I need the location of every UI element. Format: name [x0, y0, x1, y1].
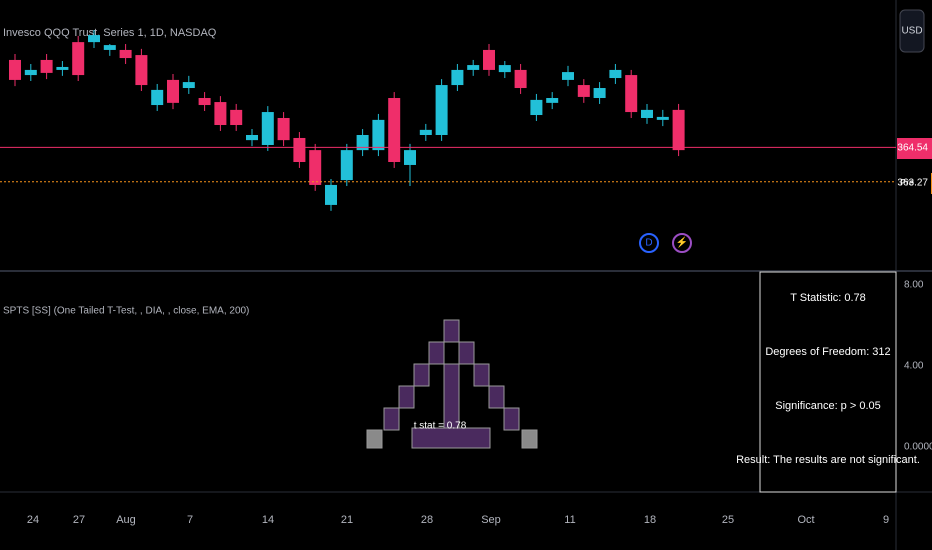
- cell: [503, 407, 520, 431]
- earnings-icon[interactable]: [672, 233, 692, 253]
- cell: [521, 429, 538, 449]
- currency: USD: [901, 26, 922, 37]
- dividend-glyph: D: [645, 238, 652, 249]
- candle-body: [388, 98, 401, 162]
- earnings-glyph: ⚡: [676, 236, 688, 249]
- candle-body: [277, 117, 290, 141]
- t-label: t stat = 0.78: [414, 421, 467, 432]
- stats-box: [759, 271, 897, 493]
- bar: [411, 427, 491, 449]
- cell: [413, 363, 430, 387]
- price-tag-label: 363.27: [897, 178, 928, 189]
- cell: [488, 385, 505, 409]
- pyramid: [366, 319, 538, 449]
- candle-body: [562, 72, 574, 80]
- cell: [398, 385, 415, 409]
- candle-body: [451, 69, 464, 86]
- candle-body: [514, 69, 527, 89]
- candle-body: [467, 65, 480, 70]
- price-tag: [897, 138, 932, 159]
- indicator-title: SPTS [SS] (One Tailed T-Test, , DIA, , c…: [3, 306, 249, 317]
- price-tag-label: 364.54: [897, 143, 928, 154]
- candle-body: [672, 109, 685, 151]
- cell: [383, 407, 400, 431]
- candle-body: [167, 79, 179, 103]
- candle-body: [609, 69, 622, 79]
- x-tick-label: 25: [722, 514, 734, 526]
- candle-body: [530, 99, 543, 116]
- x-tick-label: 18: [644, 514, 656, 526]
- candle-body: [103, 45, 116, 50]
- candle-body: [40, 59, 53, 73]
- candle-body: [372, 119, 385, 151]
- cell: [458, 341, 475, 365]
- candle-body: [151, 89, 164, 106]
- x-tick-label: 24: [27, 514, 39, 526]
- dividend-icon[interactable]: [639, 233, 659, 253]
- cell: [443, 319, 460, 343]
- candle-body: [577, 85, 590, 97]
- candle-body: [9, 59, 21, 80]
- pre-tag: Pre: [900, 177, 914, 187]
- x-tick-label: 9: [883, 514, 889, 526]
- candle-body: [404, 150, 416, 165]
- currency-button[interactable]: [899, 9, 925, 53]
- cell: [443, 363, 460, 429]
- x-tick-label: Sep: [481, 514, 501, 526]
- indicator-tick-label: 8.00: [904, 280, 924, 291]
- cell: [366, 429, 383, 449]
- candle-body: [546, 98, 559, 103]
- x-tick-label: 11: [564, 514, 575, 526]
- stat-line: Result: The results are not significant.: [736, 454, 920, 466]
- x-tick-label: Aug: [116, 514, 136, 526]
- candle-body: [498, 65, 511, 73]
- candle-body: [182, 82, 195, 89]
- indicator-tick-label: 0.0000: [904, 442, 932, 453]
- candle-body: [625, 75, 638, 113]
- cell: [473, 363, 490, 387]
- x-tick-label: Oct: [797, 514, 814, 526]
- candle-body: [641, 109, 653, 118]
- candle-body: [261, 112, 274, 145]
- candle-body: [72, 42, 85, 76]
- candle-body: [356, 135, 369, 151]
- candle-body: [593, 88, 606, 99]
- candle-body: [309, 150, 322, 185]
- cell: [428, 341, 445, 365]
- x-tick-label: 21: [341, 514, 353, 526]
- x-tick-label: 14: [262, 514, 274, 526]
- candle-body: [656, 116, 669, 120]
- stat-line: T Statistic: 0.78: [790, 292, 866, 304]
- symbol-title: Invesco QQQ Trust, Series 1, 1D, NASDAQ: [3, 27, 217, 39]
- candle-body: [246, 135, 258, 141]
- indicator-tick-label: 4.00: [904, 361, 924, 372]
- stat-line: Significance: p > 0.05: [775, 400, 881, 412]
- candle-body: [88, 35, 100, 43]
- x-tick-label: 7: [187, 514, 193, 526]
- candle-body: [419, 129, 432, 135]
- candle-body: [340, 150, 353, 181]
- candle-body: [325, 184, 337, 205]
- stat-line: Degrees of Freedom: 312: [765, 346, 890, 358]
- candle-body: [119, 49, 132, 59]
- candle-body: [198, 98, 211, 106]
- candle-body: [483, 49, 495, 70]
- candle-body: [214, 102, 227, 126]
- x-tick-label: 28: [421, 514, 433, 526]
- candle-body: [435, 85, 448, 135]
- candle-body: [230, 109, 243, 126]
- candle-body: [56, 66, 69, 70]
- candle-body: [24, 69, 37, 76]
- x-tick-label: 27: [73, 514, 85, 526]
- candle-body: [293, 137, 306, 162]
- candle-body: [135, 55, 148, 86]
